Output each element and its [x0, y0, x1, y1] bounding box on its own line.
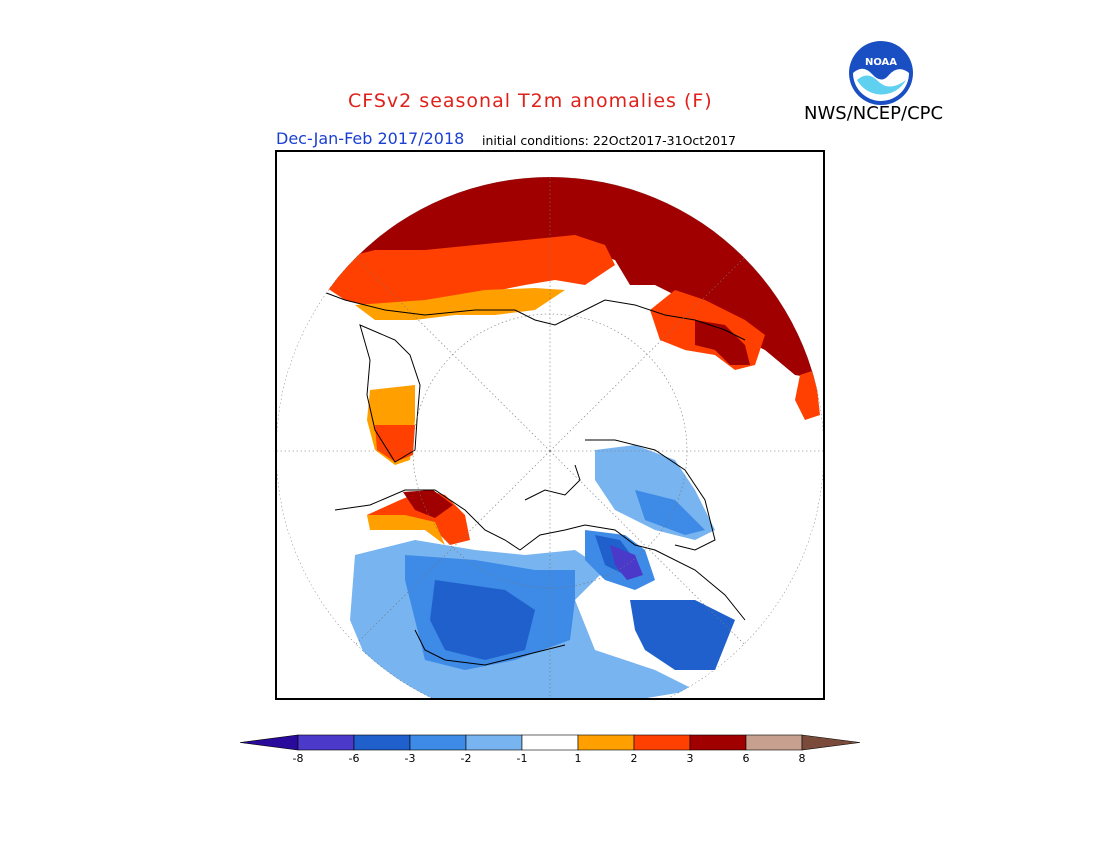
colorbar-tick-label: 6 [742, 752, 750, 765]
colorbar-bin [297, 734, 355, 751]
chart-title: CFSv2 seasonal T2m anomalies (F) [348, 90, 713, 112]
agency-label: NWS/NCEP/CPC [804, 103, 944, 124]
anomaly-map [275, 150, 825, 700]
initial-conditions: initial conditions: 22Oct2017-31Oct2017 [482, 133, 737, 148]
colorbar-tick-label: 3 [686, 752, 694, 765]
colorbar-tick-label: -2 [460, 752, 472, 765]
colorbar-tick-label: -3 [404, 752, 416, 765]
colorbar-bin [353, 734, 411, 751]
colorbar [239, 734, 861, 751]
graticule [277, 177, 823, 700]
colorbar-tick-label: 2 [630, 752, 638, 765]
anomaly-region-alaska-dark [403, 490, 453, 518]
colorbar-bin [689, 734, 747, 751]
anomaly-region-alaska-orange [367, 515, 445, 545]
anomaly-region-mid-blue [430, 580, 535, 660]
colorbar-bin [521, 734, 579, 751]
colorbar-tick-label: -1 [516, 752, 528, 765]
anomaly-region-japan [795, 370, 820, 420]
colorbar-bin [745, 734, 803, 751]
anomaly-region-greenland-red [375, 425, 415, 462]
colorbar-bin [577, 734, 635, 751]
map-border [275, 150, 825, 700]
anomaly-region-atlantic-blue [630, 600, 735, 670]
anomaly-region-orange [355, 288, 565, 320]
colorbar-bin [239, 734, 299, 751]
coastlines [304, 284, 746, 666]
colorbar-tick-label: 1 [574, 752, 582, 765]
anomaly-region-east-asia-dark [695, 320, 750, 365]
anomaly-region-red [315, 235, 615, 310]
colorbar-tick-label: -6 [348, 752, 360, 765]
colorbar-bin [633, 734, 691, 751]
colorbar-bin [409, 734, 467, 751]
colorbar-bin [801, 734, 861, 751]
noaa-logo: NOAA [849, 41, 913, 105]
logo-text: NOAA [865, 57, 897, 68]
logo-water [857, 75, 906, 95]
colorbar-tick-label: -8 [292, 752, 304, 765]
anomaly-region-purple [610, 545, 643, 580]
anomaly-region-europe-mid [635, 490, 705, 535]
forecast-period: Dec-Jan-Feb 2017/2018 [276, 129, 465, 148]
colorbar-bin [465, 734, 523, 751]
colorbar-tick-label: 8 [798, 752, 806, 765]
